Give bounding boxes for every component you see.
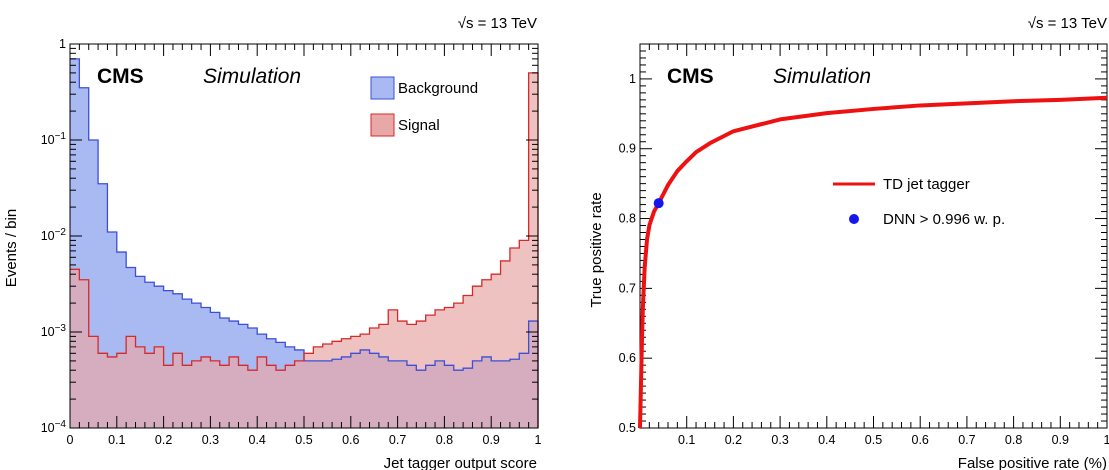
histogram-panel: √s = 13 TeV Events / bin 0 0.1 0.2 0.3 0.4 0.… xyxy=(3,15,542,470)
legend-label-signal: Signal xyxy=(398,117,440,134)
legend-marker-dnn xyxy=(849,214,859,224)
histogram-fill-background xyxy=(70,58,538,429)
simulation-label: Simulation xyxy=(773,65,871,88)
histogram-outline-background xyxy=(70,58,539,428)
x-tick-label: 0.7 xyxy=(389,433,406,447)
cms-label: CMS xyxy=(97,65,144,88)
x-tick-label: 0.4 xyxy=(249,433,266,447)
roc-panel: √s = 13 TeV True positive rate 0.1 0.2 0.3… xyxy=(588,15,1109,470)
y-tick-label: 10−1 xyxy=(41,131,67,147)
y-axis-label: True positive rate xyxy=(588,192,605,307)
x-tick-label: 0.7 xyxy=(958,433,975,447)
y-tick-label: 1 xyxy=(59,37,66,51)
y-tick-label: 1 xyxy=(629,72,636,86)
legend-swatch-signal xyxy=(370,113,395,137)
working-point-marker xyxy=(653,198,664,209)
y-tick-label: 10−4 xyxy=(41,419,67,435)
histogram-plot-area: 0 0.1 0.2 0.3 0.4 0.5 0.6 0.7 0.8 0.9 1 10−4 10−3 10−… xyxy=(41,37,542,447)
y-axis-label: Events / bin xyxy=(3,209,20,287)
x-tick-label: 0.6 xyxy=(912,433,929,447)
legend-label-background: Background xyxy=(398,80,478,97)
x-tick-label: 0.1 xyxy=(108,433,125,447)
histogram-fill-signal xyxy=(70,72,538,429)
x-tick-label: 0.2 xyxy=(725,433,742,447)
x-tick-label: 0.3 xyxy=(771,433,788,447)
cms-label: CMS xyxy=(667,65,714,88)
x-tick-label: 0.1 xyxy=(678,433,695,447)
x-tick-label: 0.9 xyxy=(1052,433,1069,447)
y-tick-label: 0.5 xyxy=(619,421,636,435)
y-tick-label: 0.8 xyxy=(619,212,636,226)
simulation-label: Simulation xyxy=(203,65,301,88)
y-tick-label: 0.7 xyxy=(619,281,636,295)
legend-label-td-jet-tagger: TD jet tagger xyxy=(883,176,970,193)
y-tick-label: 0.9 xyxy=(619,142,636,156)
x-tick-label: 0 xyxy=(67,433,74,447)
x-axis-label: Jet tagger output score xyxy=(384,455,537,470)
x-tick-label: 1 xyxy=(535,433,542,447)
x-tick-label: 0.8 xyxy=(1005,433,1022,447)
roc-plot-area: 0.1 0.2 0.3 0.4 0.5 0.6 0.7 0.8 0.9 1 0.5 0.6 0.7 0.8… xyxy=(619,43,1109,447)
y-tick-label: 0.6 xyxy=(619,351,636,365)
x-tick-label: 0.2 xyxy=(155,433,172,447)
x-tick-label: 0.4 xyxy=(818,433,835,447)
x-tick-label: 0.9 xyxy=(483,433,500,447)
x-tick-label: 0.5 xyxy=(295,433,312,447)
energy-label: √s = 13 TeV xyxy=(1028,15,1107,32)
legend-label-dnn: DNN > 0.996 w. p. xyxy=(883,211,1005,228)
x-tick-label: 0.8 xyxy=(436,433,453,447)
x-tick-label: 0.6 xyxy=(342,433,359,447)
legend-swatch-background xyxy=(370,76,395,100)
y-tick-label: 10−2 xyxy=(41,227,67,243)
x-tick-label: 0.5 xyxy=(865,433,882,447)
roc-curve xyxy=(638,95,1108,429)
x-tick-label: 1 xyxy=(1104,433,1109,447)
x-axis-label: False positive rate (%) xyxy=(958,455,1107,470)
y-tick-label: 10−3 xyxy=(41,323,67,339)
histogram-outline-signal xyxy=(70,72,539,428)
energy-label: √s = 13 TeV xyxy=(458,15,537,32)
x-tick-label: 0.3 xyxy=(202,433,219,447)
